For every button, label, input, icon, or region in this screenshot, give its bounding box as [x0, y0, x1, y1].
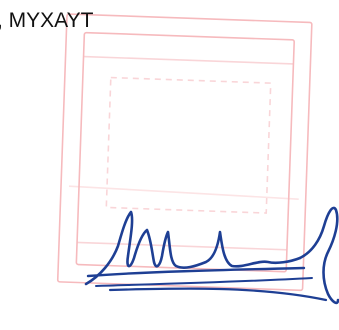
signature: [84, 206, 339, 305]
header-text: , MYXAYT: [0, 9, 94, 32]
